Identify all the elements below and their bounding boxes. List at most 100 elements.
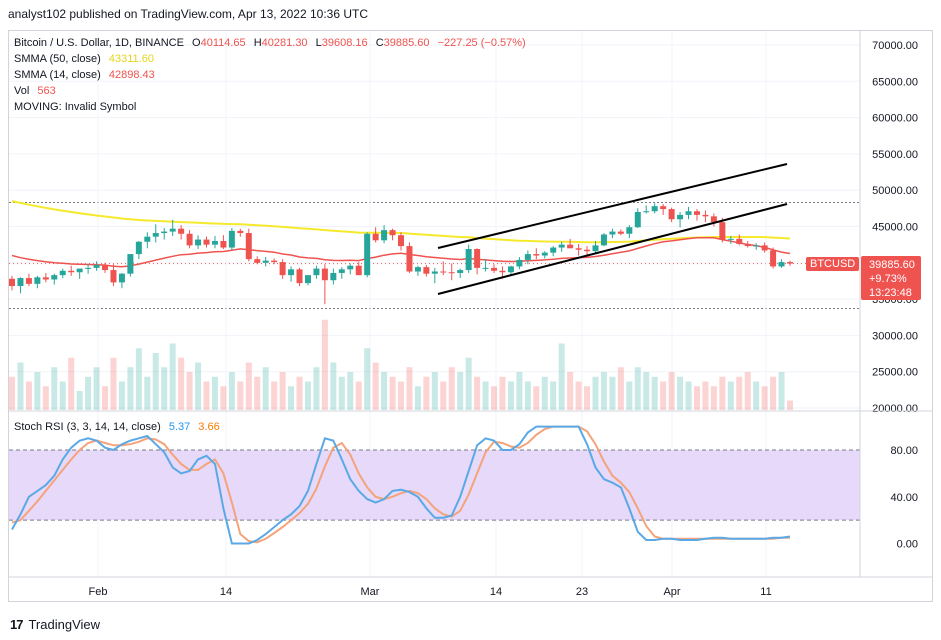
stoch-axis-label: 80.00 — [890, 445, 918, 457]
candle-body — [279, 262, 286, 276]
volume-bar — [482, 381, 489, 410]
volume-bar — [68, 357, 75, 410]
symbol-name[interactable]: Bitcoin / U.S. Dollar, 1D, BINANCE — [14, 37, 184, 49]
volume-bar — [118, 381, 125, 410]
candle-body — [677, 214, 684, 220]
footer-branding[interactable]: 17 TradingView — [10, 614, 100, 634]
volume-bar — [406, 367, 413, 410]
volume-bar — [186, 372, 193, 410]
candle-body — [254, 259, 261, 263]
close-label: C — [375, 37, 384, 49]
candle-body — [245, 233, 252, 260]
price-axis-label: 30000.00 — [872, 330, 918, 342]
tradingview-brand: TradingView — [28, 616, 101, 632]
candle-body — [778, 262, 785, 267]
candle-body — [668, 209, 675, 220]
candle-body — [702, 214, 709, 217]
moving-line[interactable]: MOVING: Invalid Symbol — [14, 99, 526, 115]
moving-label: MOVING: Invalid Symbol — [14, 101, 137, 113]
volume-bar — [203, 381, 210, 410]
candle-body — [93, 264, 100, 268]
high-label: H — [253, 37, 262, 49]
stoch-rsi-lines — [11, 425, 791, 545]
stoch-rsi-legend[interactable]: Stoch RSI (3, 3, 14, 14, close) 5.37 3.6… — [14, 419, 220, 435]
candle-body — [127, 254, 134, 274]
candle-body — [220, 241, 227, 248]
volume-bar — [245, 362, 252, 410]
smma50-line[interactable]: SMMA (50, close) 43311.60 — [14, 51, 526, 67]
candle-body — [507, 266, 514, 273]
volume-bar — [550, 381, 557, 410]
time-axis-label: Feb — [89, 586, 108, 598]
volume-bar — [753, 381, 760, 410]
candle-body — [753, 245, 760, 247]
volume-bar — [668, 372, 675, 410]
candle-body — [51, 275, 58, 280]
candle-body — [381, 230, 388, 241]
trend-channel[interactable] — [437, 163, 788, 295]
volume-bar — [491, 386, 498, 410]
volume-bar — [431, 372, 438, 410]
change-value: −227.25 (−0.57%) — [437, 37, 526, 49]
volume-bar — [474, 376, 481, 410]
candle-body — [584, 249, 591, 252]
candle-body — [685, 211, 692, 215]
stoch-d-value: 3.66 — [198, 421, 220, 433]
volume-bar — [178, 357, 185, 410]
stoch-rsi-label: Stoch RSI (3, 3, 14, 14, close) — [14, 421, 161, 433]
candle-body — [262, 260, 269, 263]
volume-bar — [211, 376, 218, 410]
volume-line[interactable]: Vol 563 — [14, 83, 526, 99]
price-axis-label: 65000.00 — [872, 76, 918, 88]
volume-bar — [195, 362, 202, 410]
volume-bar — [617, 367, 624, 410]
volume-bar — [651, 376, 658, 410]
volume-bar — [279, 372, 286, 410]
volume-bar — [541, 376, 548, 410]
candle-body — [271, 260, 278, 263]
candle-body — [389, 230, 396, 236]
volume-bar — [558, 343, 565, 410]
volume-bar — [524, 381, 531, 410]
volume-bar — [254, 376, 261, 410]
price-axis-label: 25000.00 — [872, 367, 918, 379]
candle-body — [237, 230, 244, 234]
time-axis-label: Mar — [361, 586, 380, 598]
candle-body — [575, 248, 582, 250]
low-label: L — [315, 37, 322, 49]
volume-bar — [702, 381, 709, 410]
candle-body — [541, 252, 548, 256]
volume-bar — [457, 372, 464, 410]
volume-bar — [643, 372, 650, 410]
volume-bar — [634, 367, 641, 410]
tradingview-logo-icon: 17 — [10, 616, 24, 632]
smma14-line[interactable]: SMMA (14, close) 42898.43 — [14, 67, 526, 83]
volume-bar — [347, 372, 354, 410]
candle-body — [102, 264, 109, 271]
candle-body — [414, 267, 421, 272]
volume-bar — [685, 381, 692, 410]
time-axis-label: 23 — [576, 586, 588, 598]
candle-body — [321, 268, 328, 281]
volume-bar — [228, 372, 235, 410]
candle-body — [68, 270, 75, 273]
volume-bar — [313, 367, 320, 410]
channel-lower-line — [437, 203, 788, 295]
time-axis-label: 11 — [760, 586, 771, 598]
candle-body — [761, 245, 768, 251]
volume-bar — [516, 372, 523, 410]
candle-body — [25, 278, 32, 284]
symbol-badge: BTCUSD — [806, 257, 860, 271]
smma14-label: SMMA (14, close) — [14, 69, 101, 81]
volume-bar — [85, 376, 92, 410]
candle-body — [482, 267, 489, 269]
volume-bar — [304, 381, 311, 410]
volume-bar — [710, 386, 717, 410]
volume-bar — [533, 386, 540, 410]
channel-upper-line — [437, 163, 788, 249]
volume-bar — [364, 348, 371, 410]
candle-body — [457, 270, 464, 273]
candlesticks — [9, 203, 793, 305]
candle-body — [161, 231, 168, 234]
volume-bar — [220, 386, 227, 410]
